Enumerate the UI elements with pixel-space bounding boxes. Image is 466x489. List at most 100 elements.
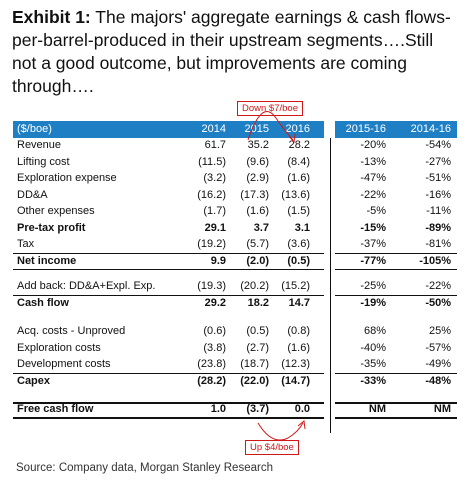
- row-label: Revenue: [17, 139, 62, 151]
- divider: [335, 417, 457, 419]
- cell-2014: 29.2: [204, 296, 226, 309]
- table-row-free-cash-flow: Free cash flow 1.0 (3.7) 0.0 NM NM: [13, 401, 457, 419]
- table-row: Add back: DD&A+Expl. Exp. (19.3) (20.2) …: [13, 279, 457, 296]
- table-header-row: ($/boe) 2014 2015 2016 2015-16 2014-16: [13, 121, 457, 138]
- cell-change-2015-16: -47%: [360, 172, 386, 184]
- row-label: Lifting cost: [17, 155, 70, 168]
- cell-2015: (3.7): [246, 403, 269, 415]
- cell-change-2015-16: -40%: [360, 341, 386, 354]
- table-row: Tax (19.2) (5.7) (3.6) -37% -81%: [13, 237, 457, 254]
- cell-2015: 3.7: [253, 221, 269, 234]
- cell-2016: (3.6): [287, 238, 310, 250]
- header-2015: 2015: [244, 122, 269, 135]
- table-row: Exploration costs (3.8) (2.7) (1.6) -40%…: [13, 340, 457, 357]
- cell-change-2014-16: -27%: [425, 155, 451, 168]
- cell-2014: (16.2): [197, 188, 226, 201]
- cell-2014: 9.9: [210, 254, 226, 267]
- cell-2015: (2.0): [246, 254, 269, 267]
- cell-2015: (22.0): [240, 374, 269, 387]
- exhibit-number: Exhibit 1:: [12, 7, 91, 27]
- header-change-2014-16: 2014-16: [410, 122, 451, 135]
- cell-change-2015-16: -13%: [360, 155, 386, 168]
- divider: [335, 373, 457, 374]
- column-separator: [330, 138, 331, 433]
- cell-2014: (3.2): [203, 172, 226, 184]
- divider: [13, 417, 324, 419]
- row-label: Exploration costs: [17, 341, 101, 354]
- cell-change-2014-16: -16%: [425, 188, 451, 201]
- cell-change-2015-16: -25%: [360, 280, 386, 292]
- cell-2015: 18.2: [247, 296, 269, 309]
- financial-table: ($/boe) 2014 2015 2016 2015-16 2014-16 R…: [13, 121, 457, 419]
- row-label: Tax: [17, 238, 35, 250]
- row-label: Other expenses: [17, 205, 95, 217]
- exhibit-title: Exhibit 1: The majors' aggregate earning…: [12, 6, 458, 98]
- divider: [335, 268, 457, 270]
- cell-2016: (1.6): [287, 172, 310, 184]
- up-arrow-curve: [257, 422, 304, 441]
- cell-change-2014-16: -11%: [426, 205, 451, 217]
- row-label: Development costs: [17, 358, 111, 370]
- row-label: Free cash flow: [17, 403, 94, 415]
- exhibit-title-text: The majors' aggregate earnings & cash fl…: [12, 7, 451, 96]
- divider: [335, 295, 457, 296]
- cell-change-2015-16: NM: [368, 403, 386, 415]
- cell-2014: (19.2): [197, 238, 226, 250]
- divider: [13, 253, 324, 254]
- table-row: Revenue 61.7 35.2 28.2 -20% -54%: [13, 138, 457, 155]
- divider: [13, 373, 324, 374]
- table-row-cash-flow: Cash flow 29.2 18.2 14.7 -19% -50%: [13, 295, 457, 312]
- header-bg-change: [335, 121, 457, 138]
- cell-2016: (15.2): [281, 280, 310, 292]
- cell-change-2015-16: -37%: [360, 238, 386, 250]
- cell-change-2014-16: -50%: [425, 296, 451, 309]
- table-row: DD&A (16.2) (17.3) (13.6) -22% -16%: [13, 187, 457, 204]
- cell-2015: 35.2: [247, 139, 269, 151]
- row-label: Cash flow: [17, 296, 69, 309]
- cell-2015: (17.3): [240, 188, 269, 201]
- table-row-pretax-profit: Pre-tax profit 29.1 3.7 3.1 -15% -89%: [13, 220, 457, 237]
- spacer: [13, 270, 457, 279]
- header-2016: 2016: [285, 122, 310, 135]
- cell-2015: (9.6): [246, 155, 269, 168]
- cell-2016: 3.1: [294, 221, 310, 234]
- cell-change-2015-16: -20%: [360, 139, 386, 151]
- cell-change-2014-16: -57%: [425, 341, 451, 354]
- cell-change-2015-16: -15%: [360, 221, 386, 234]
- cell-2016: (1.6): [287, 341, 310, 354]
- table-row: Lifting cost (11.5) (9.6) (8.4) -13% -27…: [13, 154, 457, 171]
- spacer: [13, 312, 457, 324]
- cell-2016: (0.8): [287, 325, 310, 337]
- cell-2014: (0.6): [203, 325, 226, 337]
- row-label: Capex: [17, 374, 51, 387]
- cell-change-2014-16: -48%: [425, 374, 451, 387]
- cell-change-2015-16: -35%: [360, 358, 386, 370]
- cell-change-2014-16: -105%: [419, 254, 451, 267]
- cell-change-2015-16: -33%: [360, 374, 386, 387]
- cell-change-2015-16: -19%: [360, 296, 386, 309]
- header-units: ($/boe): [17, 122, 52, 135]
- cell-change-2014-16: 25%: [428, 325, 451, 337]
- cell-2015: (1.6): [246, 205, 269, 217]
- row-label: Exploration expense: [17, 172, 117, 184]
- table-row-net-income: Net income 9.9 (2.0) (0.5) -77% -105%: [13, 253, 457, 270]
- cell-2015: (20.2): [240, 280, 269, 292]
- annotation-down: Down $7/boe: [237, 101, 303, 116]
- cell-2016: (8.4): [287, 155, 310, 168]
- row-label: Acq. costs - Unproved: [17, 325, 126, 337]
- divider: [13, 401, 324, 404]
- up-arrow-head: [297, 420, 306, 430]
- cell-2016: 28.2: [288, 139, 310, 151]
- cell-2015: (18.7): [240, 358, 269, 370]
- cell-change-2014-16: -54%: [425, 139, 451, 151]
- table-row: Acq. costs - Unproved (0.6) (0.5) (0.8) …: [13, 324, 457, 341]
- cell-change-2014-16: -22%: [425, 280, 451, 292]
- table-row: Other expenses (1.7) (1.6) (1.5) -5% -11…: [13, 204, 457, 221]
- annotation-up: Up $4/boe: [245, 440, 299, 455]
- cell-2014: (1.7): [203, 205, 226, 217]
- cell-2016: (1.5): [287, 205, 310, 217]
- divider: [335, 401, 457, 404]
- row-label: Add back: DD&A+Expl. Exp.: [17, 280, 156, 292]
- header-2014: 2014: [201, 122, 226, 135]
- cell-2016: (0.5): [287, 254, 310, 267]
